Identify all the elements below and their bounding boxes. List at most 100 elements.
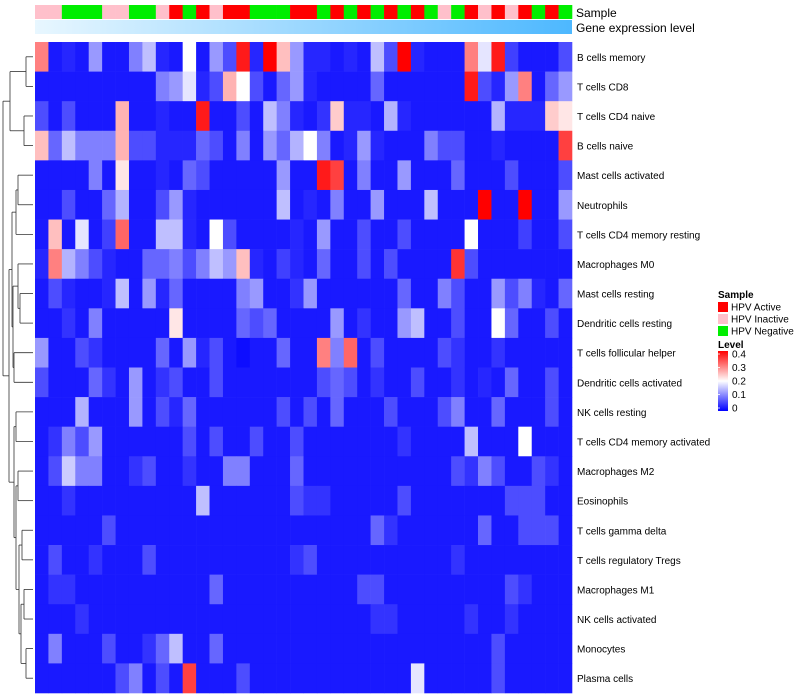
heatmap-cell (102, 219, 116, 250)
heatmap-cell (531, 397, 546, 427)
heatmap-cell (48, 42, 63, 72)
heatmap-cell (343, 545, 358, 575)
heatmap-cell (209, 101, 224, 132)
heatmap-cell (155, 633, 170, 664)
heatmap-cell (222, 101, 237, 132)
heatmap-cell (316, 130, 331, 161)
heatmap-cell (276, 456, 291, 487)
heatmap-cell (169, 574, 183, 605)
heatmap-cell (410, 663, 425, 694)
heatmap-cell (397, 337, 412, 368)
heatmap-cell (384, 367, 398, 398)
heatmap-cell (290, 633, 304, 664)
heatmap-cell (451, 189, 465, 220)
heatmap-cell (410, 130, 425, 161)
heatmap-cell (209, 426, 224, 457)
heatmap-cell (518, 42, 533, 72)
heatmap-cell (478, 456, 492, 487)
heatmap-cell (196, 337, 210, 368)
heatmap-cell (303, 367, 318, 398)
heatmap-cell (48, 71, 63, 102)
heatmap-cell (249, 604, 264, 635)
heatmap-cell (357, 219, 371, 250)
heatmap-cell (35, 337, 49, 368)
heatmap-cell (451, 633, 465, 664)
heatmap-cell (169, 101, 183, 132)
heatmap-cell (370, 71, 385, 102)
heatmap-cell (558, 574, 573, 605)
heatmap-cell (249, 219, 264, 250)
sample-annotation-cell (196, 5, 210, 19)
heatmap-cell (222, 278, 237, 309)
heatmap-cell (249, 426, 264, 457)
heatmap-cell (222, 426, 237, 457)
heatmap-cell (209, 456, 224, 487)
heatmap-cell (330, 308, 345, 339)
heatmap-cell (464, 189, 479, 220)
heatmap-cell (410, 545, 425, 575)
sample-annotation-cell (249, 5, 264, 19)
heatmap-cell (437, 604, 452, 635)
heatmap-cell (75, 308, 89, 339)
heatmap-cell (155, 160, 170, 191)
heatmap-cell (424, 604, 439, 635)
heatmap-cell (48, 130, 63, 161)
heatmap-cell (518, 130, 533, 161)
heatmap-cell (169, 367, 183, 398)
heatmap-cell (464, 337, 479, 368)
heatmap-cell (384, 663, 398, 694)
heatmap-cell (478, 337, 492, 368)
heatmap-cell (155, 485, 170, 516)
heatmap-cell (88, 574, 103, 605)
heatmap-cell (491, 515, 506, 546)
heatmap-cell (61, 278, 76, 309)
heatmap-cell (531, 604, 546, 635)
heatmap-cell (222, 71, 237, 102)
heatmap-cell (35, 485, 49, 516)
heatmap-cell (102, 189, 116, 220)
heatmap-cell (209, 130, 224, 161)
heatmap-cell (558, 545, 573, 575)
heatmap-cell (75, 367, 89, 398)
heatmap-cell (303, 397, 318, 427)
heatmap-cell (545, 101, 559, 132)
heatmap-cell (196, 249, 210, 280)
heatmap-cell (236, 308, 251, 339)
heatmap-cell (290, 515, 304, 546)
heatmap-cell (35, 367, 49, 398)
heatmap-cell (558, 397, 573, 427)
heatmap-cell (196, 308, 210, 339)
heatmap-cell (249, 397, 264, 427)
heatmap-cell (558, 249, 573, 280)
heatmap-cell (518, 308, 533, 339)
heatmap-cell (88, 219, 103, 250)
heatmap-cell (370, 249, 385, 280)
heatmap-cell (290, 101, 304, 132)
heatmap-cell (209, 633, 224, 664)
heatmap-cell (518, 189, 533, 220)
heatmap-cell (209, 189, 224, 220)
heatmap-cell (357, 189, 371, 220)
heatmap-cell (222, 219, 237, 250)
heatmap-cell (236, 426, 251, 457)
sample-annotation-cell (558, 5, 573, 19)
sample-annotation-cell (102, 5, 116, 19)
heatmap-cell (128, 337, 143, 368)
heatmap-cell (115, 71, 130, 102)
heatmap-cell (343, 130, 358, 161)
heatmap-cell (88, 633, 103, 664)
heatmap-cell (249, 71, 264, 102)
heatmap-cell (424, 545, 439, 575)
heatmap-cell (491, 633, 506, 664)
heatmap-cell (222, 308, 237, 339)
heatmap-cell (249, 574, 264, 605)
heatmap-cell (61, 633, 76, 664)
heatmap-cell (48, 219, 63, 250)
heatmap-cell (35, 397, 49, 427)
heatmap-cell (222, 485, 237, 516)
level-legend: Level 0.4 0.3 0.2 0.1 0 (718, 340, 746, 415)
heatmap-cell (518, 367, 533, 398)
heatmap-cell (437, 219, 452, 250)
heatmap-cell (276, 130, 291, 161)
heatmap-cell (115, 130, 130, 161)
